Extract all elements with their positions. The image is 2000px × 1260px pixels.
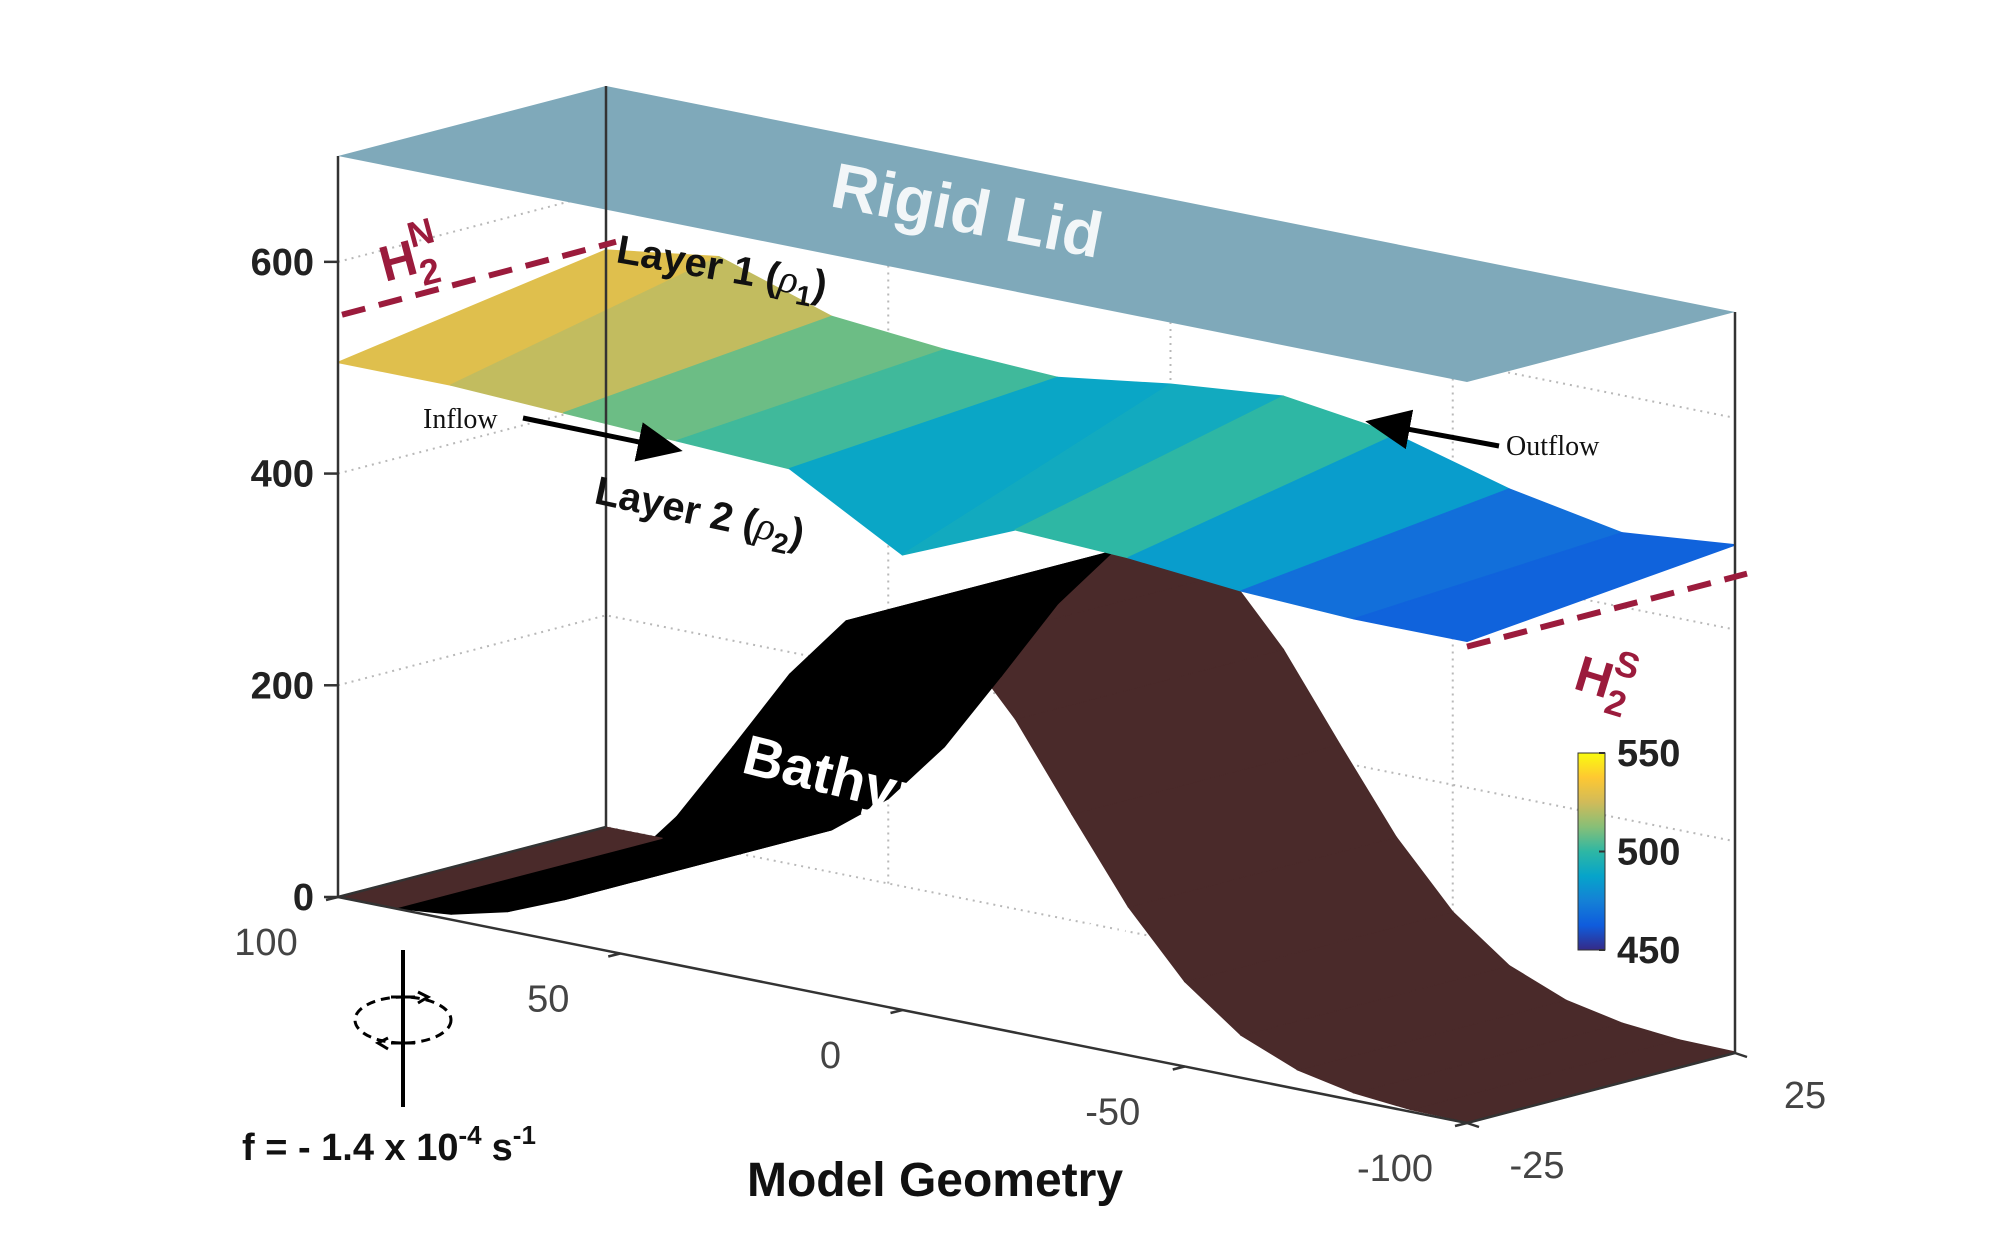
rotation-arrow <box>374 1036 389 1051</box>
y-tick-label: 25 <box>1784 1075 1826 1117</box>
y-tick-label: -25 <box>1510 1145 1565 1187</box>
rotation-unit-exp: -1 <box>513 1120 536 1150</box>
x-tick <box>890 1008 903 1015</box>
z-tick-label: 0 <box>293 877 314 919</box>
rotation-label: f = - 1.4 x 10-4 s-1 <box>242 1120 536 1169</box>
depth-south <box>1466 570 1748 650</box>
colorbar-tick-label: 500 <box>1617 832 1680 874</box>
triad-z-label: z (m) <box>931 904 988 932</box>
y-tick <box>1734 1051 1748 1059</box>
rotation-exp: -4 <box>459 1120 483 1150</box>
rotation-symbol <box>353 950 453 1107</box>
layer1-sub: 1 <box>793 279 814 312</box>
triad-x-label: x (km) <box>1058 910 1127 938</box>
inflow-arrow <box>522 415 683 462</box>
outflow-arrow <box>1365 409 1500 450</box>
depth-sub: 2 <box>415 249 445 294</box>
x-tick <box>1172 1065 1186 1071</box>
lid <box>338 86 1735 382</box>
coordinate-triad: z (m) x (km) y (km) <box>931 844 1187 1034</box>
axis-edge <box>337 825 607 899</box>
depth-north <box>341 238 617 318</box>
layer2-sub: 2 <box>769 527 791 561</box>
chart-title: Model Geometry <box>747 1154 1123 1207</box>
colorbar-tick-label: 550 <box>1617 733 1680 775</box>
interface <box>337 249 1736 643</box>
triad-x <box>1010 935 1106 968</box>
layer2-close: ) <box>786 510 808 556</box>
layer2-label: Layer 2 (ρ2) <box>590 468 809 563</box>
rotation-arrow <box>417 990 432 1005</box>
depth-north-label: H2N <box>370 209 449 303</box>
z-tick-label: 600 <box>251 242 314 284</box>
grid-line <box>337 614 1736 843</box>
x-tick-label: -100 <box>1357 1148 1433 1190</box>
rotation-unit: s <box>492 1127 513 1169</box>
x-tick-label: 0 <box>820 1035 841 1077</box>
x-tick-label: 100 <box>234 922 297 964</box>
z-tick-label: 200 <box>251 665 314 707</box>
x-tick <box>325 895 339 902</box>
layer1-close: ) <box>810 262 831 308</box>
triad-y <box>1010 964 1158 1004</box>
outflow-label: Outflow <box>1506 431 1600 462</box>
depth-sup: S <box>1610 642 1645 688</box>
bathymetry <box>337 537 1736 1123</box>
x-tick <box>1454 1121 1468 1128</box>
layer2-text: Layer 2 ( <box>591 469 762 546</box>
triad-y-label: y (km) <box>1118 1006 1187 1034</box>
depth-south-label: H2S <box>1566 632 1645 726</box>
y-axis <box>1466 1051 1736 1125</box>
x-tick-label: -50 <box>1085 1092 1140 1134</box>
rigid-lid <box>338 86 1735 382</box>
rotation-text: f = - 1.4 x 10 <box>242 1127 459 1169</box>
inflow-label: Inflow <box>423 404 498 435</box>
colorbar-tick-label: 450 <box>1617 930 1680 972</box>
x-tick <box>607 952 621 958</box>
y-tick <box>1466 1121 1480 1129</box>
x-tick-label: 50 <box>527 979 569 1021</box>
z-tick-label: 400 <box>251 454 314 496</box>
